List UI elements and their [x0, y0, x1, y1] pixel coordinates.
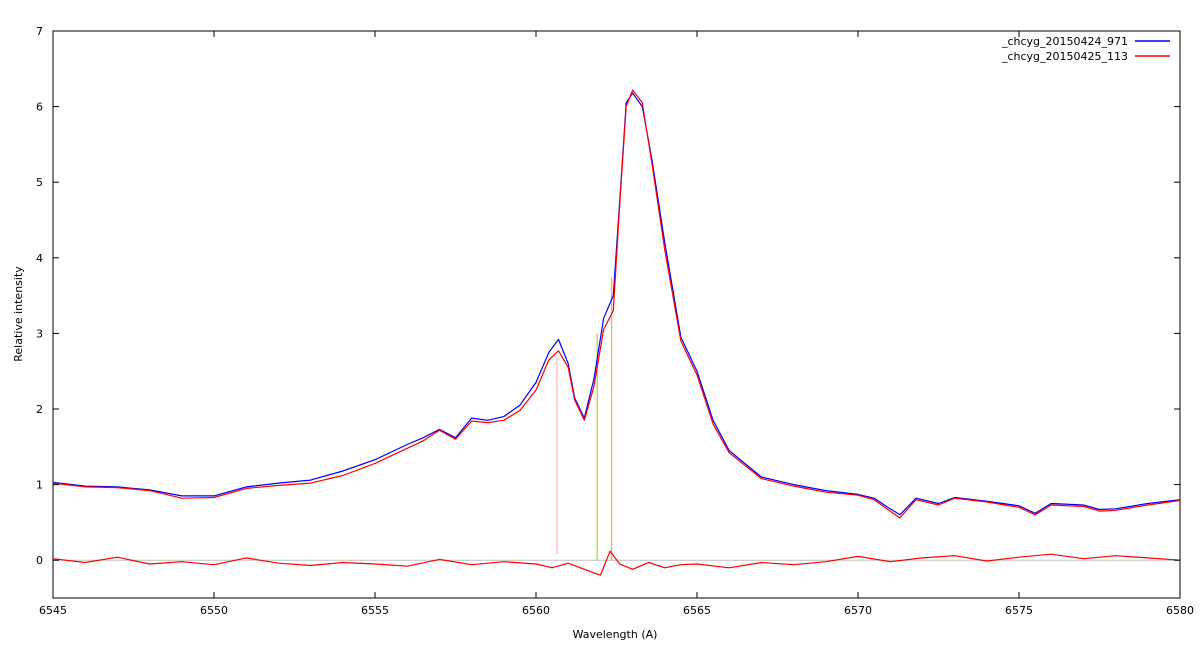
y-tick-label: 2 [36, 403, 43, 416]
x-tick-label: 6570 [844, 604, 872, 617]
x-tick-label: 6560 [522, 604, 550, 617]
x-axis-label: Wavelength (A) [573, 628, 658, 641]
y-tick-label: 3 [36, 327, 43, 340]
series-line-0 [52, 92, 1181, 516]
x-tick-label: 6550 [200, 604, 228, 617]
x-tick-label: 6545 [39, 604, 67, 617]
y-tick-label: 0 [36, 554, 43, 567]
y-tick-label: 7 [36, 25, 43, 38]
series-line-1 [52, 89, 1181, 519]
x-tick-label: 6575 [1005, 604, 1033, 617]
y-axis-label: Relative intensity [12, 266, 25, 362]
series-line-2 [52, 550, 1181, 576]
legend: _chcyg_20150424_971 _chcyg_20150425_113 [1001, 35, 1170, 63]
plot-frame [52, 30, 1181, 599]
legend-label-1: _chcyg_20150425_113 [1001, 50, 1128, 63]
y-tick-label: 6 [36, 101, 43, 114]
y-tick-label: 1 [36, 479, 43, 492]
legend-label-0: _chcyg_20150424_971 [1001, 35, 1128, 48]
y-tick-label: 4 [36, 252, 43, 265]
y-tick-label: 5 [36, 176, 43, 189]
x-tick-label: 6565 [683, 604, 711, 617]
x-tick-label: 6580 [1166, 604, 1194, 617]
x-tick-label: 6555 [361, 604, 389, 617]
